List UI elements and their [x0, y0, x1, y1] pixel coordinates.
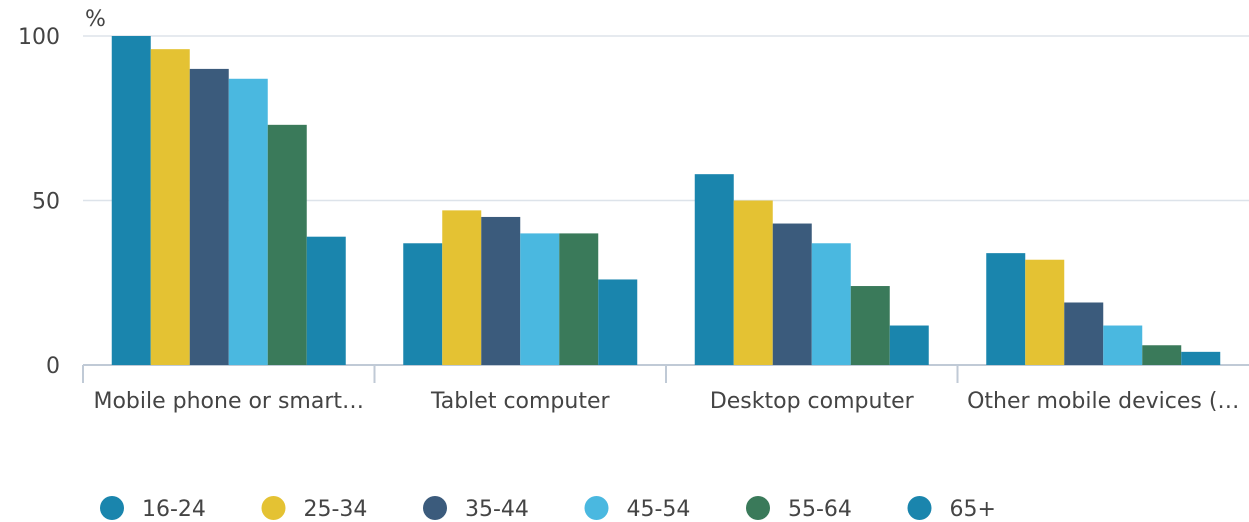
bar: [733, 200, 773, 365]
legend-label: 55-64: [788, 497, 852, 522]
y-axis-label: %: [85, 7, 106, 32]
legend-swatch: [746, 496, 770, 520]
bar: [267, 124, 307, 365]
x-tick-label: Tablet computer: [430, 389, 611, 414]
y-tick-label: 50: [32, 190, 60, 215]
bar: [1181, 351, 1221, 365]
x-tick-label: Desktop computer: [710, 389, 915, 414]
bar: [150, 49, 190, 365]
legend-label: 45-54: [627, 497, 691, 522]
legend-swatch: [261, 496, 286, 520]
legend-label: 65+: [950, 497, 996, 522]
bar: [306, 236, 346, 365]
legend-label: 16-24: [142, 497, 206, 522]
x-tick-label: Mobile phone or smart…: [93, 389, 364, 414]
x-tick-label: Other mobile devices (…: [967, 389, 1239, 414]
legend-label: 25-34: [304, 497, 368, 522]
bar: [481, 216, 521, 365]
bar: [403, 243, 443, 365]
bar: [1064, 302, 1104, 365]
bar: [189, 68, 229, 366]
bar: [598, 279, 638, 365]
bar: [1025, 259, 1065, 365]
bar: [520, 233, 560, 365]
bar: [228, 78, 268, 366]
y-tick-label: 100: [18, 25, 60, 50]
bar: [986, 253, 1026, 365]
bar: [889, 325, 929, 365]
bar: [811, 243, 851, 365]
bar: [772, 223, 812, 365]
bar: [1103, 325, 1143, 365]
legend-swatch: [907, 496, 932, 520]
legend-swatch: [100, 496, 124, 520]
y-tick-label: 0: [46, 354, 60, 379]
bar: [694, 174, 734, 365]
legend-swatch: [423, 496, 447, 520]
bar: [1142, 345, 1182, 365]
bar: [850, 286, 890, 365]
bar: [111, 36, 151, 365]
legend-swatch: [584, 496, 609, 520]
bar: [442, 210, 482, 365]
legend-label: 35-44: [465, 497, 529, 522]
bar: [559, 233, 599, 365]
